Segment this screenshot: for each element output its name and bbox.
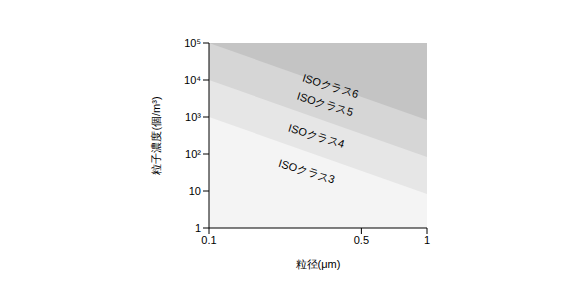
svg-text:粒子濃度(個/m³): 粒子濃度(個/m³): [150, 96, 162, 174]
svg-text:ISOクラス6: ISOクラス6: [301, 71, 361, 101]
svg-text:10⁵: 10⁵: [184, 37, 201, 49]
svg-text:10³: 10³: [185, 111, 201, 123]
svg-text:10⁴: 10⁴: [184, 74, 201, 86]
svg-text:ISOクラス5: ISOクラス5: [296, 90, 355, 118]
svg-text:0.5: 0.5: [354, 234, 369, 246]
svg-text:粒径(μm): 粒径(μm): [296, 258, 341, 270]
svg-text:1: 1: [195, 222, 201, 234]
svg-text:10²: 10²: [185, 148, 201, 160]
svg-text:0.1: 0.1: [201, 234, 216, 246]
svg-text:10: 10: [189, 185, 201, 197]
svg-text:ISOクラス3: ISOクラス3: [277, 157, 336, 185]
svg-text:1: 1: [424, 234, 430, 246]
svg-text:ISOクラス4: ISOクラス4: [287, 122, 346, 150]
